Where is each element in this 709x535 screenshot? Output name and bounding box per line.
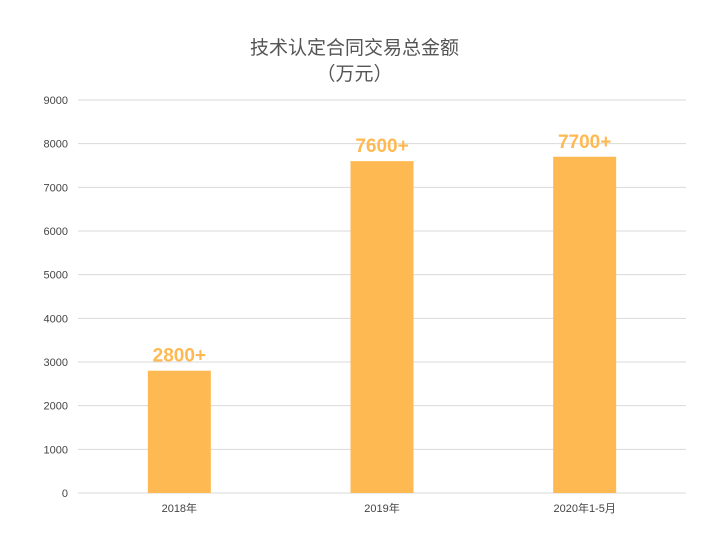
y-tick-label: 9000 [44, 95, 68, 107]
x-tick-label: 2020年1-5月 [553, 501, 615, 515]
y-tick-label: 1000 [44, 444, 68, 456]
y-tick-label: 3000 [44, 357, 68, 369]
chart-title-block: 技术认定合同交易总金额 （万元） [0, 36, 709, 87]
y-tick-label: 2000 [44, 401, 68, 413]
bar [553, 156, 617, 493]
y-tick-label: 0 [62, 488, 68, 500]
data-label: 7700+ [558, 132, 611, 153]
chart-subtitle: （万元） [316, 63, 393, 85]
y-tick-label: 4000 [44, 313, 68, 325]
bar [350, 161, 414, 493]
y-tick-label: 5000 [44, 270, 68, 282]
y-tick-label: 8000 [44, 139, 68, 151]
chart-title: 技术认定合同交易总金额 [249, 38, 459, 59]
x-tick-label: 2019年 [364, 501, 399, 515]
y-tick-label: 7000 [44, 182, 68, 194]
bar [147, 370, 211, 493]
y-tick-label: 6000 [44, 226, 68, 238]
x-tick-label: 2018年 [162, 501, 197, 515]
data-label: 2800+ [153, 346, 206, 367]
data-label: 7600+ [355, 136, 408, 157]
